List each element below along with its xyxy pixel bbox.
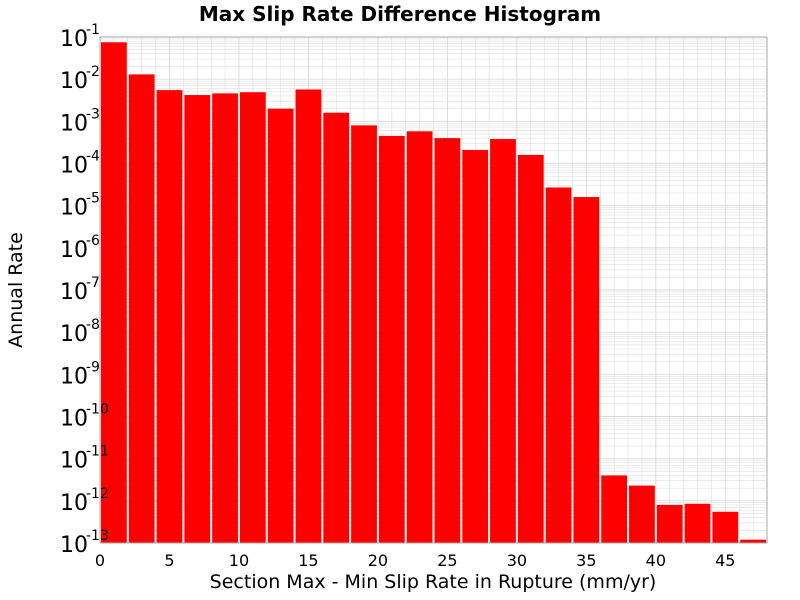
- histogram-bar: [656, 504, 683, 543]
- y-tick-exponent: -13: [86, 528, 109, 544]
- x-tick-label: 30: [507, 551, 527, 570]
- y-tick-exponent: -2: [86, 64, 100, 80]
- histogram-bar: [684, 503, 711, 543]
- x-tick-label: 20: [368, 551, 388, 570]
- x-tick-label: 40: [646, 551, 666, 570]
- y-tick-label: 10: [60, 364, 88, 389]
- y-tick-label: 10: [60, 407, 88, 432]
- y-tick-exponent: -6: [86, 233, 100, 249]
- histogram-bar: [267, 108, 294, 544]
- y-tick-exponent: -7: [86, 275, 100, 291]
- y-tick-labels: 10-110-210-310-410-510-610-710-810-910-1…: [60, 22, 109, 558]
- y-tick-label: 10: [60, 280, 88, 305]
- y-tick-exponent: -3: [86, 106, 100, 122]
- histogram-bar: [101, 42, 127, 543]
- histogram-bar: [434, 138, 461, 543]
- histogram-bar: [545, 187, 572, 544]
- histogram-bar: [156, 90, 183, 543]
- histogram-bar: [378, 135, 405, 543]
- y-tick-label: 10: [60, 533, 88, 558]
- bars: [101, 42, 766, 544]
- x-tick-label: 10: [229, 551, 249, 570]
- x-tick-labels: 0 5 10 15 20 25 30 35 40 45: [95, 551, 736, 570]
- histogram-bar: [351, 125, 377, 543]
- histogram-bar: [323, 112, 350, 544]
- y-tick-exponent: -5: [86, 191, 100, 207]
- histogram-bar: [517, 154, 544, 543]
- histogram-bar: [712, 511, 739, 543]
- histogram-bar: [128, 74, 155, 543]
- y-tick-label: 10: [60, 196, 88, 221]
- histogram-bar: [212, 93, 238, 543]
- x-tick-label: 25: [437, 551, 457, 570]
- y-tick-exponent: -4: [86, 149, 100, 165]
- histogram-bar: [490, 139, 516, 543]
- x-tick-label: 0: [95, 551, 105, 570]
- x-tick-label: 15: [298, 551, 318, 570]
- histogram-bar: [239, 92, 266, 543]
- plot-area-border: [99, 36, 768, 544]
- histogram-bar: [184, 95, 211, 544]
- y-tick-label: 10: [60, 238, 88, 263]
- y-tick-exponent: -1: [86, 22, 100, 38]
- histogram-bar: [740, 539, 766, 543]
- y-tick-exponent: -11: [86, 444, 109, 460]
- y-tick-label: 10: [60, 69, 88, 94]
- x-tick-label: 5: [164, 551, 174, 570]
- histogram-bar: [462, 149, 489, 543]
- y-tick-label: 10: [60, 491, 88, 516]
- chart-title: Max Slip Rate Difference Histogram: [198, 2, 602, 26]
- y-tick-label: 10: [60, 322, 88, 347]
- histogram-bar: [629, 485, 655, 543]
- x-tick-label: 35: [576, 551, 596, 570]
- y-tick-label: 10: [60, 27, 88, 52]
- y-tick-exponent: -8: [86, 317, 100, 333]
- y-tick-label: 10: [60, 449, 88, 474]
- y-tick-exponent: -10: [86, 402, 109, 418]
- y-tick-label: 10: [60, 111, 88, 136]
- y-tick-exponent: -9: [86, 359, 100, 375]
- x-tick-label: 45: [715, 551, 735, 570]
- histogram-bar: [295, 89, 322, 544]
- histogram-bar: [573, 197, 600, 543]
- histogram-bar: [406, 131, 433, 544]
- x-axis-label: Section Max - Min Slip Rate in Rupture (…: [209, 571, 657, 593]
- y-tick-exponent: -12: [86, 486, 109, 502]
- y-tick-label: 10: [60, 154, 88, 179]
- histogram-bar: [601, 475, 628, 543]
